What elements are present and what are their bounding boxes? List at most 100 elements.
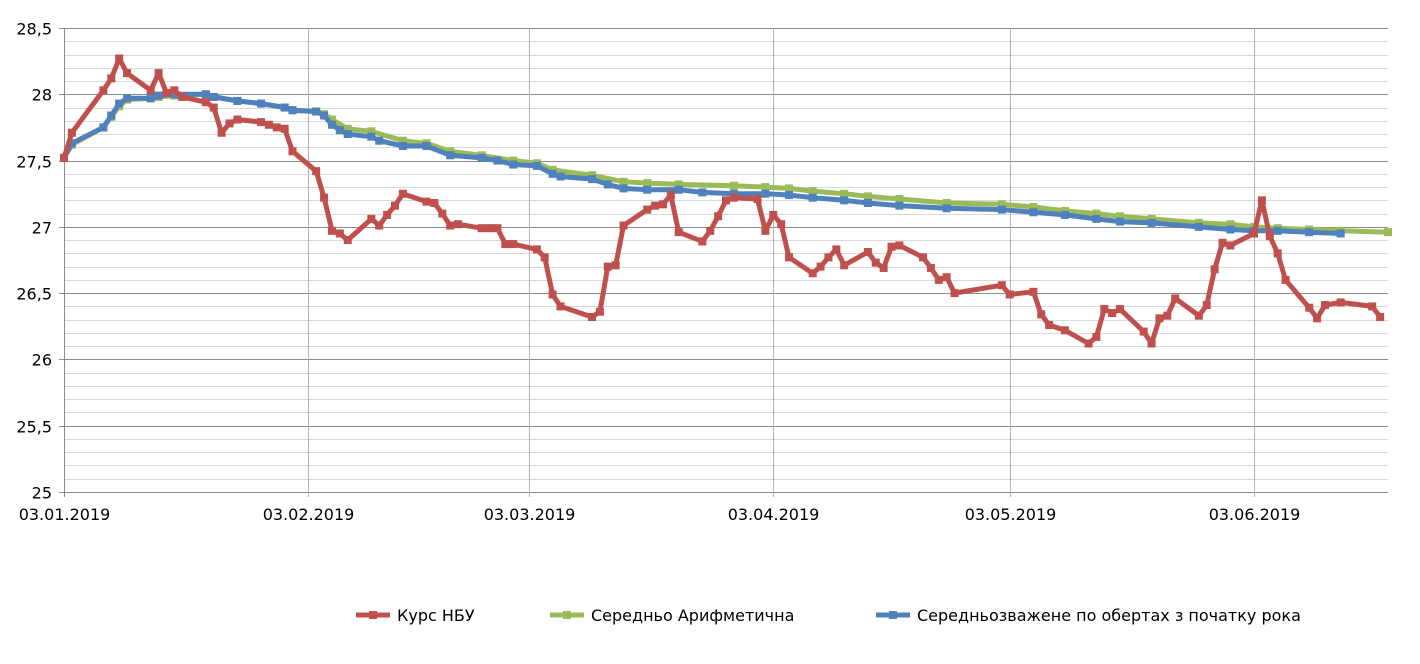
data-point	[840, 189, 849, 198]
data-point	[398, 189, 407, 198]
data-point	[840, 261, 849, 270]
data-point	[1029, 287, 1038, 296]
data-point	[619, 177, 628, 186]
data-point	[674, 185, 683, 194]
data-point	[375, 136, 384, 145]
data-point	[761, 189, 770, 198]
data-point	[123, 69, 132, 78]
x-tick-label: 03.01.2019	[19, 505, 111, 524]
data-point	[1060, 326, 1069, 335]
data-point	[808, 269, 817, 278]
data-point	[532, 161, 541, 170]
data-point	[1320, 301, 1329, 310]
data-point	[312, 107, 321, 116]
data-point	[540, 253, 549, 262]
data-point	[1368, 302, 1377, 311]
data-point	[383, 210, 392, 219]
data-point	[327, 120, 336, 129]
data-point	[288, 147, 297, 156]
data-point	[391, 201, 399, 210]
data-point	[209, 103, 218, 112]
data-point	[1265, 232, 1274, 241]
data-point	[115, 54, 124, 63]
data-point	[1029, 208, 1038, 217]
data-point	[154, 69, 163, 78]
data-point	[595, 307, 604, 316]
data-point	[1155, 314, 1164, 323]
data-point	[99, 123, 108, 132]
data-point	[769, 210, 778, 219]
data-point	[343, 130, 352, 139]
data-point	[107, 111, 116, 120]
data-point	[871, 258, 880, 267]
y-tick-label: 27,5	[16, 153, 52, 172]
x-axis: 03.01.2019 03.02.2019 03.03.2019 03.04.2019…	[19, 505, 1301, 524]
data-point	[170, 86, 179, 95]
data-point	[840, 196, 849, 205]
data-point	[895, 241, 904, 250]
data-point	[146, 86, 155, 95]
data-point	[67, 128, 76, 137]
data-point	[611, 261, 620, 270]
data-point	[1226, 241, 1235, 250]
data-point	[934, 275, 943, 284]
data-point	[1092, 214, 1101, 223]
data-point	[446, 151, 455, 160]
data-point	[729, 193, 738, 202]
data-point	[808, 193, 817, 202]
data-point	[698, 237, 707, 246]
data-point	[808, 187, 817, 196]
data-point	[1108, 309, 1117, 318]
data-point	[674, 180, 683, 189]
data-point	[398, 136, 407, 145]
data-point	[997, 205, 1006, 214]
data-point	[1281, 275, 1290, 284]
data-point	[1037, 310, 1046, 319]
data-point	[477, 153, 486, 162]
data-point	[209, 92, 218, 101]
data-point	[438, 209, 447, 218]
data-point	[1194, 311, 1203, 320]
data-point	[1313, 314, 1322, 323]
data-point	[643, 205, 652, 214]
data-point	[863, 192, 872, 201]
data-point	[1336, 298, 1345, 307]
data-point	[162, 88, 171, 97]
data-point	[154, 91, 163, 100]
legend-swatch-marker	[563, 611, 571, 619]
data-point	[146, 94, 155, 103]
data-point	[651, 201, 660, 210]
data-point	[1029, 202, 1038, 211]
data-point	[942, 204, 951, 213]
y-tick-label: 26,5	[16, 285, 52, 304]
data-point	[942, 273, 951, 282]
x-tick-label: 03.02.2019	[263, 505, 355, 524]
data-point	[1116, 217, 1125, 226]
data-point	[997, 281, 1006, 290]
data-point	[761, 183, 770, 192]
data-point	[950, 289, 959, 298]
data-point	[706, 226, 715, 235]
data-point	[1210, 265, 1219, 274]
data-point	[367, 214, 376, 223]
data-point	[312, 167, 321, 176]
data-point	[1194, 222, 1203, 231]
data-point	[446, 221, 455, 230]
data-point	[509, 240, 518, 249]
data-point	[879, 263, 888, 272]
data-point	[926, 263, 935, 272]
data-point	[1116, 305, 1125, 314]
data-point	[643, 185, 652, 194]
data-point	[107, 74, 116, 83]
y-tick-label: 28,5	[16, 20, 52, 39]
data-point	[556, 302, 565, 311]
data-point	[816, 262, 825, 271]
data-point	[919, 253, 928, 262]
data-point	[1336, 229, 1345, 238]
y-tick-label: 28	[32, 86, 52, 105]
y-tick-label: 27	[32, 219, 52, 238]
data-point	[863, 248, 872, 257]
legend-swatch-marker	[889, 611, 897, 619]
data-point	[217, 128, 226, 137]
data-point	[777, 220, 786, 229]
